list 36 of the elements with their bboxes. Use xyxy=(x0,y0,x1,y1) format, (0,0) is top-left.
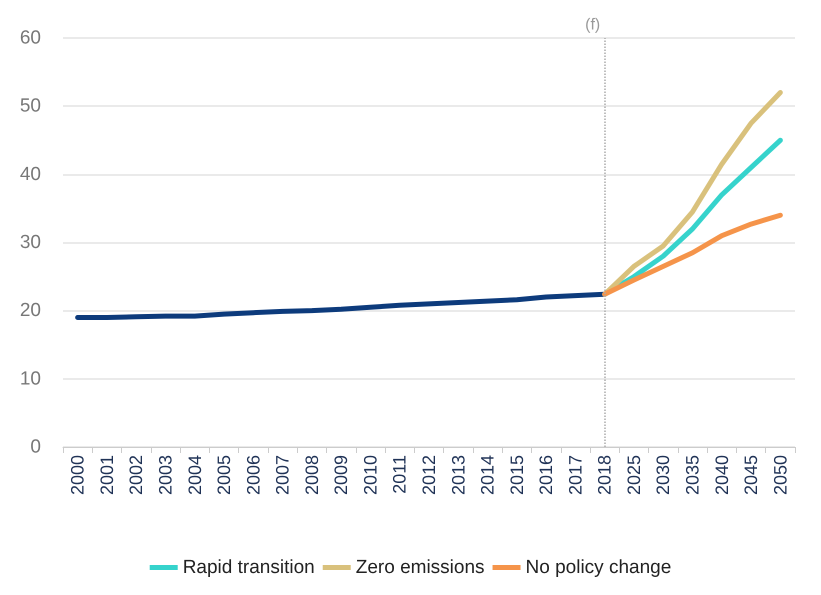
y-tick-label: 50 xyxy=(20,96,41,117)
x-tick-label: 2001 xyxy=(96,455,117,496)
x-tick-label: 2013 xyxy=(448,455,468,496)
y-tick-label: 30 xyxy=(20,232,41,253)
y-tick-label: 20 xyxy=(20,300,41,322)
x-tick-label: 2014 xyxy=(478,455,498,496)
legend-label: No policy change xyxy=(526,557,672,578)
x-tick-label: 2025 xyxy=(624,455,644,496)
legend-label: Zero emissions xyxy=(356,557,485,578)
x-tick-label: 2050 xyxy=(770,455,790,496)
x-tick-label: 2006 xyxy=(243,455,264,496)
x-tick-label: 2005 xyxy=(214,455,234,496)
x-tick-label: 2004 xyxy=(184,455,205,496)
x-tick-label: 2008 xyxy=(302,455,322,496)
y-tick-label: 10 xyxy=(20,368,41,390)
x-tick-label: 2003 xyxy=(155,455,176,496)
y-tick-label: 0 xyxy=(30,436,41,458)
legend-label: Rapid transition xyxy=(182,557,315,578)
y-tick-label: 60 xyxy=(20,28,41,48)
x-tick-label: 2011 xyxy=(390,455,410,494)
x-tick-label: 2002 xyxy=(126,455,146,496)
x-tick-label: 2035 xyxy=(682,455,703,496)
x-tick-label: 2017 xyxy=(565,455,586,496)
x-tick-label: 2016 xyxy=(536,455,556,496)
x-tick-label: 2012 xyxy=(419,455,439,496)
x-tick-label: 2045 xyxy=(741,455,762,496)
x-tick-label: 2007 xyxy=(272,455,293,496)
x-tick-label: 2000 xyxy=(68,455,88,496)
x-tick-label: 2030 xyxy=(653,455,674,496)
x-tick-label: 2009 xyxy=(331,455,352,496)
x-tick-label: 2040 xyxy=(712,455,732,496)
y-tick-label: 40 xyxy=(20,164,41,185)
x-tick-label: 2015 xyxy=(506,455,527,496)
ref-line-label: (f) xyxy=(585,16,600,34)
x-tick-label: 2010 xyxy=(360,455,380,496)
x-tick-label: 2018 xyxy=(594,455,615,496)
